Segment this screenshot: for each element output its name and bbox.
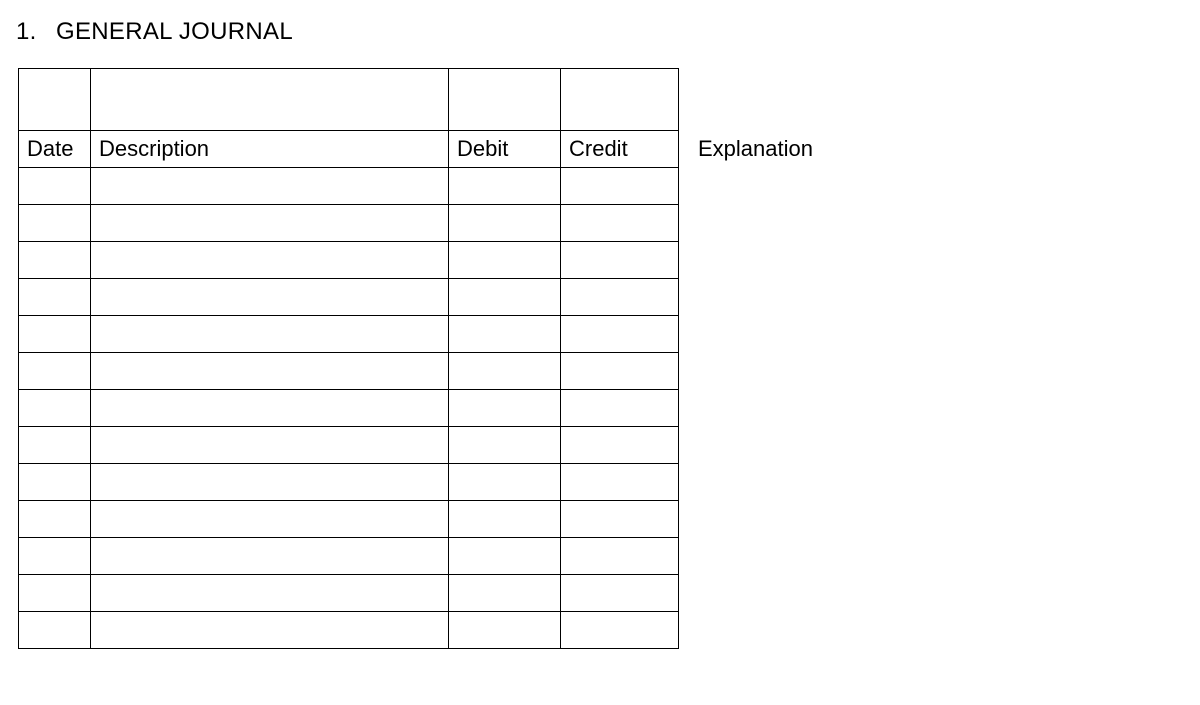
table-cell xyxy=(91,353,449,390)
table-cell xyxy=(91,464,449,501)
table-row xyxy=(19,427,679,464)
table-row xyxy=(19,242,679,279)
table-cell xyxy=(19,390,91,427)
table-spacer-row xyxy=(19,69,679,131)
table-cell xyxy=(19,575,91,612)
table-cell xyxy=(19,427,91,464)
table-cell xyxy=(449,205,561,242)
explanation-label: Explanation xyxy=(698,136,813,162)
table-cell xyxy=(91,279,449,316)
table-cell xyxy=(561,538,679,575)
table-cell xyxy=(449,612,561,649)
table-cell xyxy=(91,427,449,464)
table-cell xyxy=(561,353,679,390)
table-cell xyxy=(449,501,561,538)
table-row xyxy=(19,612,679,649)
column-header-credit: Credit xyxy=(561,131,679,168)
column-header-debit: Debit xyxy=(449,131,561,168)
table-cell xyxy=(91,538,449,575)
heading-number: 1. xyxy=(16,18,56,46)
table-cell xyxy=(91,168,449,205)
table-cell xyxy=(19,242,91,279)
table-cell xyxy=(19,353,91,390)
table-cell xyxy=(19,612,91,649)
table-row xyxy=(19,205,679,242)
table-cell xyxy=(91,205,449,242)
table-cell xyxy=(449,242,561,279)
table-cell xyxy=(91,242,449,279)
table-row xyxy=(19,390,679,427)
table-cell xyxy=(449,390,561,427)
heading-title: GENERAL JOURNAL xyxy=(56,18,293,46)
table-row xyxy=(19,316,679,353)
table-cell xyxy=(561,390,679,427)
table-row xyxy=(19,279,679,316)
table-cell xyxy=(91,316,449,353)
table-cell xyxy=(91,69,449,131)
table-cell xyxy=(449,168,561,205)
table-cell xyxy=(449,353,561,390)
table-cell xyxy=(449,279,561,316)
table-cell xyxy=(561,501,679,538)
table-cell xyxy=(561,69,679,131)
table-cell xyxy=(19,464,91,501)
column-header-desc: Description xyxy=(91,131,449,168)
table-cell xyxy=(449,316,561,353)
table-cell xyxy=(91,612,449,649)
journal-area: Date Description Debit Credit xyxy=(18,68,678,649)
column-header-date: Date xyxy=(19,131,91,168)
heading-row: 1. GENERAL JOURNAL xyxy=(16,18,1200,46)
table-row xyxy=(19,353,679,390)
table-cell xyxy=(561,205,679,242)
table-cell xyxy=(561,427,679,464)
table-cell xyxy=(449,464,561,501)
table-cell xyxy=(449,575,561,612)
table-cell xyxy=(19,168,91,205)
table-row xyxy=(19,464,679,501)
table-cell xyxy=(561,168,679,205)
table-header-row: Date Description Debit Credit xyxy=(19,131,679,168)
table-cell xyxy=(91,501,449,538)
table-cell xyxy=(561,464,679,501)
table-row xyxy=(19,575,679,612)
table-cell xyxy=(561,242,679,279)
journal-table: Date Description Debit Credit xyxy=(18,68,679,649)
page: 1. GENERAL JOURNAL Date Description Debi… xyxy=(0,0,1200,649)
table-cell xyxy=(91,575,449,612)
table-row xyxy=(19,501,679,538)
table-cell xyxy=(91,390,449,427)
table-cell xyxy=(561,575,679,612)
table-cell xyxy=(561,612,679,649)
table-cell xyxy=(19,205,91,242)
table-cell xyxy=(19,538,91,575)
table-row xyxy=(19,538,679,575)
table-cell xyxy=(19,69,91,131)
table-cell xyxy=(449,69,561,131)
table-cell xyxy=(561,279,679,316)
table-cell xyxy=(19,501,91,538)
table-cell xyxy=(19,279,91,316)
table-row xyxy=(19,168,679,205)
table-cell xyxy=(19,316,91,353)
table-cell xyxy=(449,427,561,464)
table-cell xyxy=(561,316,679,353)
table-cell xyxy=(449,538,561,575)
